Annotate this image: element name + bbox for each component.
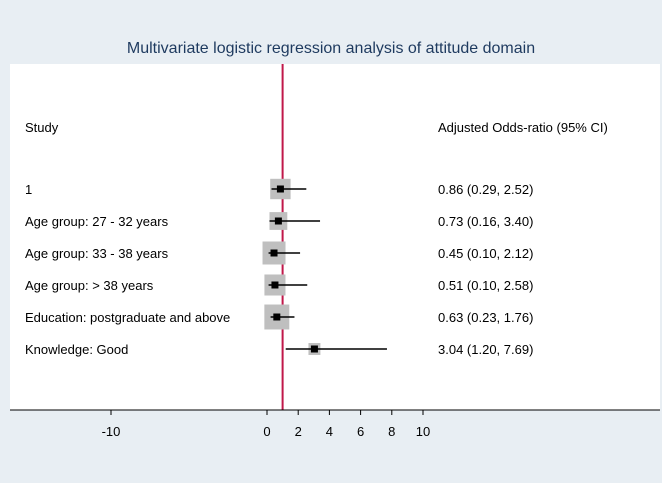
plot-panel: Study Adjusted Odds-ratio (95% CI) 1 0.86… <box>10 64 660 439</box>
study-header: Study <box>25 120 59 135</box>
point-estimate <box>273 313 281 321</box>
row-label: Age group: > 38 years <box>25 278 154 293</box>
forest-row: Age group: > 38 years 0.51 (0.10, 2.58) <box>25 274 533 296</box>
x-tick-label: 6 <box>357 424 364 439</box>
forest-plot: Study Adjusted Odds-ratio (95% CI) 1 0.86… <box>10 64 660 439</box>
row-label: Education: postgraduate and above <box>25 310 230 325</box>
forest-row: Knowledge: Good 3.04 (1.20, 7.69) <box>25 342 533 357</box>
row-estimate: 3.04 (1.20, 7.69) <box>438 342 533 357</box>
forest-row: Education: postgraduate and above 0.63 (0… <box>25 304 533 330</box>
row-label: Age group: 33 - 38 years <box>25 246 169 261</box>
x-tick-label: 2 <box>295 424 302 439</box>
row-label: Age group: 27 - 32 years <box>25 214 169 229</box>
point-estimate <box>270 249 278 257</box>
x-tick-label: -10 <box>102 424 121 439</box>
row-estimate: 0.73 (0.16, 3.40) <box>438 214 533 229</box>
row-estimate: 0.51 (0.10, 2.58) <box>438 278 533 293</box>
point-estimate <box>310 345 318 353</box>
row-label: 1 <box>25 182 32 197</box>
forest-row: Age group: 33 - 38 years 0.45 (0.10, 2.12… <box>25 241 533 265</box>
point-estimate <box>276 185 284 193</box>
forest-row: Age group: 27 - 32 years 0.73 (0.16, 3.40… <box>25 212 533 230</box>
row-estimate: 0.86 (0.29, 2.52) <box>438 182 533 197</box>
x-tick-label: 10 <box>416 424 430 439</box>
row-estimate: 0.45 (0.10, 2.12) <box>438 246 533 261</box>
forest-row: 1 0.86 (0.29, 2.52) <box>25 178 533 200</box>
estimate-header: Adjusted Odds-ratio (95% CI) <box>438 120 608 135</box>
x-tick-label: 0 <box>263 424 270 439</box>
x-tick-label: 8 <box>388 424 395 439</box>
row-estimate: 0.63 (0.23, 1.76) <box>438 310 533 325</box>
point-estimate <box>274 217 282 225</box>
row-label: Knowledge: Good <box>25 342 128 357</box>
point-estimate <box>271 281 279 289</box>
x-tick-label: 4 <box>326 424 333 439</box>
chart-title: Multivariate logistic regression analysi… <box>126 40 536 57</box>
